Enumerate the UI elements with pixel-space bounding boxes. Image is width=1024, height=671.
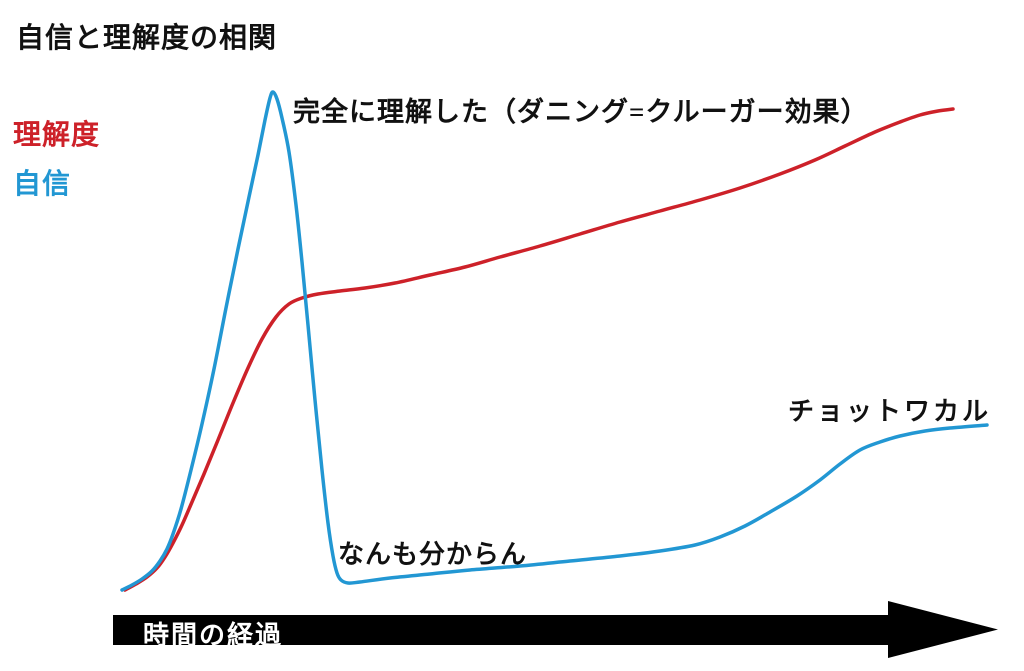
time-arrow-shaft: [113, 615, 891, 645]
annotation-peak: 完全に理解した（ダニング=クルーガー効果）: [293, 97, 869, 127]
understanding-curve: [123, 107, 955, 592]
annotation-valley: なんも分からん: [338, 540, 528, 569]
confidence-curve: [120, 90, 989, 592]
chart-title: 自信と理解度の相関: [16, 23, 278, 54]
legend-item-understanding: 理解度: [13, 120, 101, 151]
annotation-recovery: チョットワカル: [788, 397, 992, 426]
x-axis-label: 時間の経過: [143, 621, 284, 650]
time-arrow-head-icon: [888, 601, 998, 658]
time-arrow: [113, 601, 998, 658]
legend-item-confidence: 自信: [13, 169, 72, 200]
